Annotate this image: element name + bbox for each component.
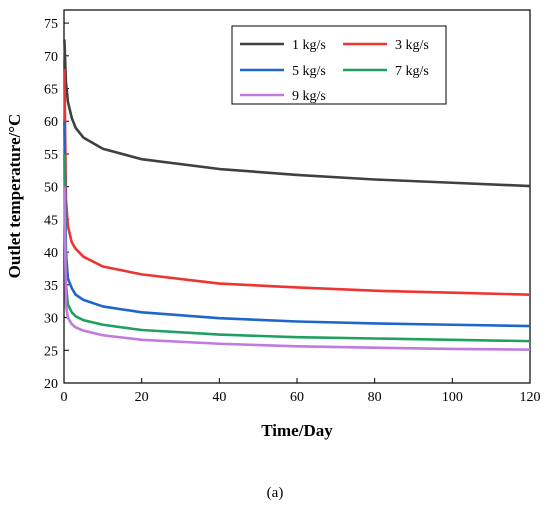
legend-label: 9 kg/s — [292, 89, 326, 104]
x-tick-label: 80 — [368, 390, 382, 405]
x-axis-title: Time/Day — [261, 421, 333, 440]
y-tick-label: 45 — [44, 213, 58, 228]
x-tick-label: 40 — [212, 390, 226, 405]
y-tick-label: 75 — [44, 17, 58, 32]
series-lines — [63, 39, 531, 351]
series-line-1 — [63, 39, 531, 188]
legend-box — [231, 25, 447, 105]
series-line-4 — [63, 153, 531, 343]
x-tick-label: 20 — [135, 390, 149, 405]
series-line-3 — [63, 121, 531, 328]
x-axis-ticks: 0 20 40 60 80 100 120 — [61, 378, 541, 405]
y-tick-label: 40 — [44, 246, 58, 261]
figure-caption: (a) — [267, 485, 284, 501]
legend-label: 3 kg/s — [395, 38, 429, 53]
y-tick-label: 25 — [44, 344, 58, 359]
y-tick-label: 50 — [44, 181, 58, 196]
legend-label: 1 kg/s — [292, 38, 326, 53]
y-tick-label: 20 — [44, 377, 58, 392]
y-tick-label: 55 — [44, 148, 58, 163]
y-tick-label: 35 — [44, 279, 58, 294]
y-axis-title: Outlet temperature/°C — [5, 114, 24, 279]
y-tick-label: 30 — [44, 312, 58, 327]
x-tick-label: 0 — [61, 390, 68, 405]
x-tick-label: 120 — [520, 390, 541, 405]
legend-label: 7 kg/s — [395, 64, 429, 79]
y-tick-label: 60 — [44, 115, 58, 130]
series-line-5 — [63, 186, 531, 351]
legend: 1 kg/s 3 kg/s 5 kg/s 7 kg/s 9 kg/s — [240, 38, 429, 104]
y-tick-label: 70 — [44, 50, 58, 65]
x-tick-label: 60 — [290, 390, 304, 405]
series-line-2 — [63, 68, 531, 296]
x-tick-label: 100 — [442, 390, 463, 405]
y-tick-label: 65 — [44, 83, 58, 98]
legend-label: 5 kg/s — [292, 64, 326, 79]
y-axis-ticks: 20 25 30 35 40 45 50 55 60 65 70 75 — [44, 17, 69, 392]
